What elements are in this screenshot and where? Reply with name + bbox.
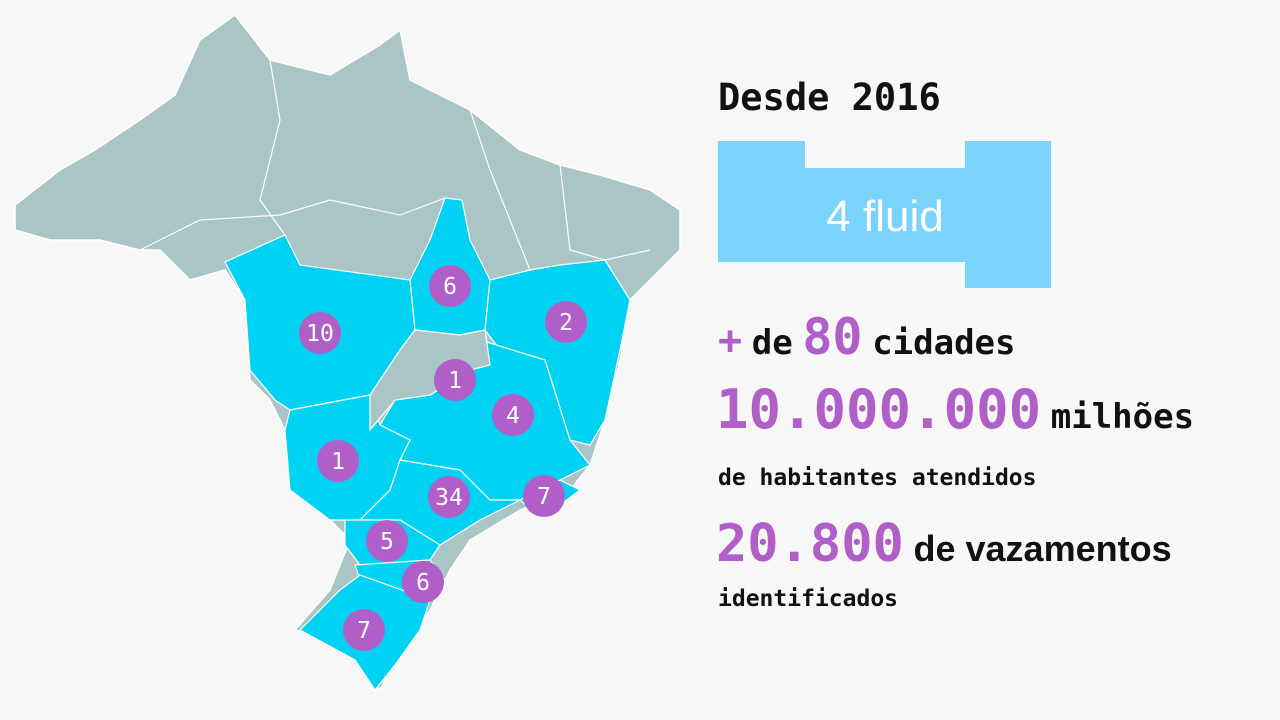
marker-circle <box>523 475 565 517</box>
marker-circle <box>429 265 471 307</box>
population-line: 10.000.000 milhões <box>716 378 1194 441</box>
marker-label: 1 <box>448 368 462 394</box>
marker-circle <box>343 609 385 651</box>
4fluid-logo: 4 fluid <box>718 141 1051 288</box>
marker-label: 34 <box>435 485 463 511</box>
marker-label: 4 <box>506 403 520 429</box>
city-count-marker: 2 <box>545 301 587 343</box>
city-count-marker: 1 <box>317 440 359 482</box>
cities-label: cidades <box>872 323 1016 363</box>
leaks-line: 20.800 de vazamentos <box>716 514 1172 574</box>
cities-de: de <box>751 323 793 363</box>
population-unit: milhões <box>1050 397 1195 437</box>
marker-circle <box>545 301 587 343</box>
marker-label: 2 <box>559 310 573 336</box>
marker-circle <box>366 520 408 562</box>
city-count-marker: 34 <box>428 476 470 518</box>
marker-label: 1 <box>331 449 345 475</box>
city-count-marker: 7 <box>523 475 565 517</box>
population-caption: de habitantes atendidos <box>718 465 1037 491</box>
marker-circle <box>434 359 476 401</box>
cities-line: + de 80 cidades <box>718 308 1015 366</box>
marker-circle <box>402 561 444 603</box>
marker-label: 7 <box>537 484 551 510</box>
city-count-marker: 1 <box>434 359 476 401</box>
marker-circle <box>492 394 534 436</box>
marker-label: 7 <box>357 618 371 644</box>
marker-circle <box>428 476 470 518</box>
city-count-marker: 6 <box>429 265 471 307</box>
marker-label: 6 <box>443 274 457 300</box>
leaks-count: 20.800 <box>716 514 904 574</box>
marker-label: 6 <box>416 570 430 596</box>
city-count-marker: 4 <box>492 394 534 436</box>
city-count-marker: 5 <box>366 520 408 562</box>
city-count-marker: 6 <box>402 561 444 603</box>
since-heading: Desde 2016 <box>718 76 941 119</box>
plus-sign: + <box>718 318 743 364</box>
cities-count: 80 <box>802 308 863 366</box>
marker-label: 10 <box>306 321 334 347</box>
city-count-marker: 10 <box>299 312 341 354</box>
leaks-label: de vazamentos <box>913 528 1172 569</box>
marker-label: 5 <box>380 529 394 555</box>
city-count-marker: 7 <box>343 609 385 651</box>
leaks-caption: identificados <box>718 586 899 612</box>
logo-text: 4 fluid <box>826 192 943 241</box>
state-goias <box>369 329 491 432</box>
marker-circle <box>299 312 341 354</box>
population-count: 10.000.000 <box>716 378 1042 441</box>
marker-circle <box>317 440 359 482</box>
